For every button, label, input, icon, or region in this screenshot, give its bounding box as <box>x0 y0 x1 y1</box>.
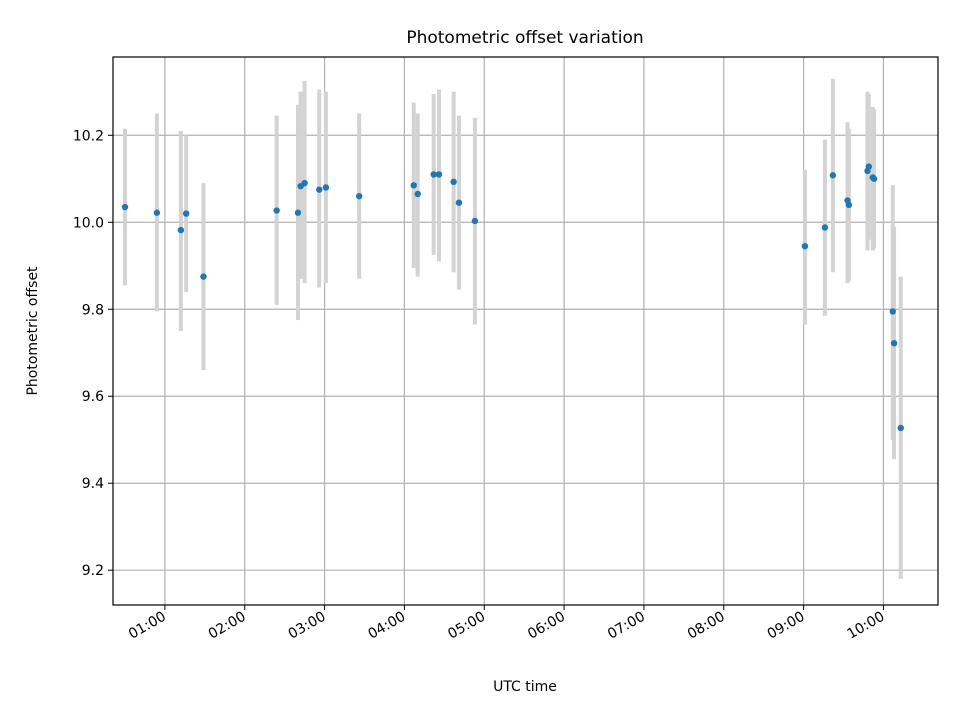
data-point <box>414 190 421 198</box>
data-point <box>322 184 330 191</box>
x-tick-label: 01:00 <box>126 609 169 643</box>
data-point <box>897 424 904 432</box>
data-point <box>153 209 161 216</box>
x-tick-label: 02:00 <box>206 609 249 643</box>
data-point <box>355 192 363 200</box>
x-tick-label: 03:00 <box>286 609 329 643</box>
y-tick-label: 9.8 <box>82 302 104 318</box>
data-point <box>316 186 323 193</box>
x-axis-label: UTC time <box>493 679 557 695</box>
data-point <box>455 199 463 206</box>
data-point <box>829 172 837 179</box>
y-tick-label: 9.2 <box>82 563 104 579</box>
axis-ticks: 01:00 02:00 03:00 04:00 05:00 06:00 07:00 08:00… <box>73 128 888 642</box>
y-axis-label: Photometric offset <box>25 266 41 396</box>
data-point <box>273 207 280 214</box>
x-tick-label: 05:00 <box>445 609 488 643</box>
data-point <box>301 179 308 187</box>
x-tick-label: 10:00 <box>844 609 887 643</box>
data-point <box>801 242 809 250</box>
data-point <box>845 201 853 209</box>
data-point <box>821 224 829 231</box>
x-tick-label: 04:00 <box>365 609 408 643</box>
chart-title: Photometric offset variation <box>406 28 643 48</box>
data-point <box>410 182 417 189</box>
error-bars <box>122 78 903 579</box>
x-tick-label: 09:00 <box>765 609 808 643</box>
grid-lines <box>113 57 938 605</box>
y-tick-label: 9.4 <box>82 476 104 492</box>
plot-frame <box>112 56 939 606</box>
data-point <box>294 209 302 216</box>
data-points <box>121 163 904 432</box>
data-point <box>430 171 437 178</box>
x-tick-label: 08:00 <box>685 609 728 643</box>
x-tick-label: 07:00 <box>605 609 648 643</box>
data-point <box>471 217 479 225</box>
data-point <box>450 178 457 186</box>
data-point <box>889 308 896 315</box>
data-point <box>177 226 185 234</box>
y-tick-label: 10.2 <box>73 128 104 144</box>
y-tick-label: 10.0 <box>73 215 104 231</box>
data-point <box>200 273 207 280</box>
data-point <box>890 339 898 347</box>
y-tick-label: 9.6 <box>82 389 104 405</box>
data-point <box>870 175 878 182</box>
data-point <box>182 210 190 217</box>
data-point <box>865 163 873 170</box>
data-point <box>121 203 129 211</box>
data-point <box>435 171 443 178</box>
x-tick-label: 06:00 <box>525 609 568 643</box>
